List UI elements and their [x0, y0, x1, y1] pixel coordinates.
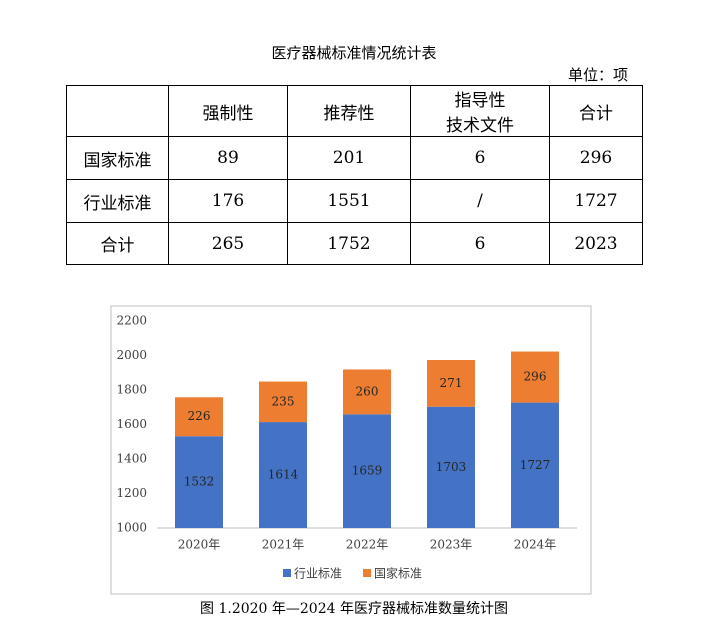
figure-caption: 图 1.2020 年—2024 年医疗器械标准数量统计图: [200, 601, 508, 617]
bar-segment: [259, 422, 307, 528]
table-row: 行业标准 176 1551/1727: [66, 179, 643, 223]
legend-label: 国家标准: [374, 566, 422, 581]
standards-table: 强制性 推荐性 指导性 技术文件 合计 国家标准 89 201 6 296 行业标准 176 1551/…: [66, 85, 643, 265]
table-cell: 2023: [549, 222, 643, 265]
row-header: 合计: [66, 222, 169, 265]
data-label: 1659: [352, 464, 383, 478]
table-unit: 单位：项: [567, 66, 628, 84]
header-line: 指导性: [454, 91, 506, 111]
x-tick-label: 2021年: [262, 538, 305, 552]
data-label: 1614: [268, 468, 299, 482]
header-cell: 推荐性: [287, 85, 411, 137]
y-tick-label: 2200: [116, 314, 147, 328]
table-cell: 296: [549, 136, 643, 180]
y-tick-label: 1400: [116, 452, 147, 466]
bar-segment: [427, 406, 475, 528]
bar-segment: [427, 359, 475, 407]
y-tick-label: 2000: [116, 348, 147, 362]
data-label: 1703: [436, 460, 467, 474]
bar-segment: [511, 351, 559, 403]
bar-segment: [343, 369, 391, 415]
data-label: 226: [188, 409, 211, 423]
bar-segment: [343, 414, 391, 528]
corner-cell: [66, 85, 169, 137]
y-tick-label: 1800: [116, 383, 147, 397]
table-title: 医疗器械标准情况统计表: [271, 44, 437, 62]
table-cell: 201: [287, 136, 411, 180]
row-header: 国家标准: [66, 136, 169, 180]
table-row: 国家标准 89 201 6 296: [66, 136, 643, 180]
data-label: 1532: [184, 475, 215, 489]
table-cell: 176: [168, 179, 288, 223]
table-cell: 265: [168, 222, 288, 265]
x-tick-label: 2022年: [346, 538, 389, 552]
x-tick-label: 2024年: [514, 538, 557, 552]
table-row: 合计 265 1752 6 2023: [66, 222, 643, 265]
bar-segment: [259, 381, 307, 423]
header-row: 强制性 推荐性 指导性 技术文件 合计: [66, 85, 643, 137]
legend-swatch: [283, 569, 291, 577]
data-label: 271: [440, 376, 463, 390]
header-cell: 合计: [549, 85, 643, 137]
bar-segment: [175, 397, 223, 437]
legend-label: 行业标准: [294, 567, 342, 581]
header-line: 技术文件: [446, 116, 514, 136]
chart-frame: [110, 305, 592, 595]
data-label: 260: [356, 384, 379, 398]
table-cell: 89: [168, 136, 288, 180]
legend-swatch: [363, 569, 371, 577]
row-header: 行业标准: [66, 179, 169, 223]
data-label: 1727: [520, 458, 551, 472]
data-label: 235: [272, 394, 295, 408]
bar-segment: [175, 436, 223, 528]
x-tick-label: 2020年: [178, 538, 221, 552]
x-tick-label: 2023年: [430, 538, 473, 552]
header-cell: 强制性: [168, 85, 288, 137]
table-cell: 6: [410, 222, 550, 265]
table-cell: /: [410, 179, 550, 223]
y-tick-label: 1600: [116, 417, 147, 431]
bar-segment: [511, 402, 559, 528]
y-tick-label: 1200: [116, 486, 147, 500]
data-label: 296: [524, 370, 547, 384]
y-tick-label: 1000: [116, 521, 147, 535]
header-cell: 指导性 技术文件: [410, 85, 550, 137]
table-cell: 1727: [549, 179, 643, 223]
